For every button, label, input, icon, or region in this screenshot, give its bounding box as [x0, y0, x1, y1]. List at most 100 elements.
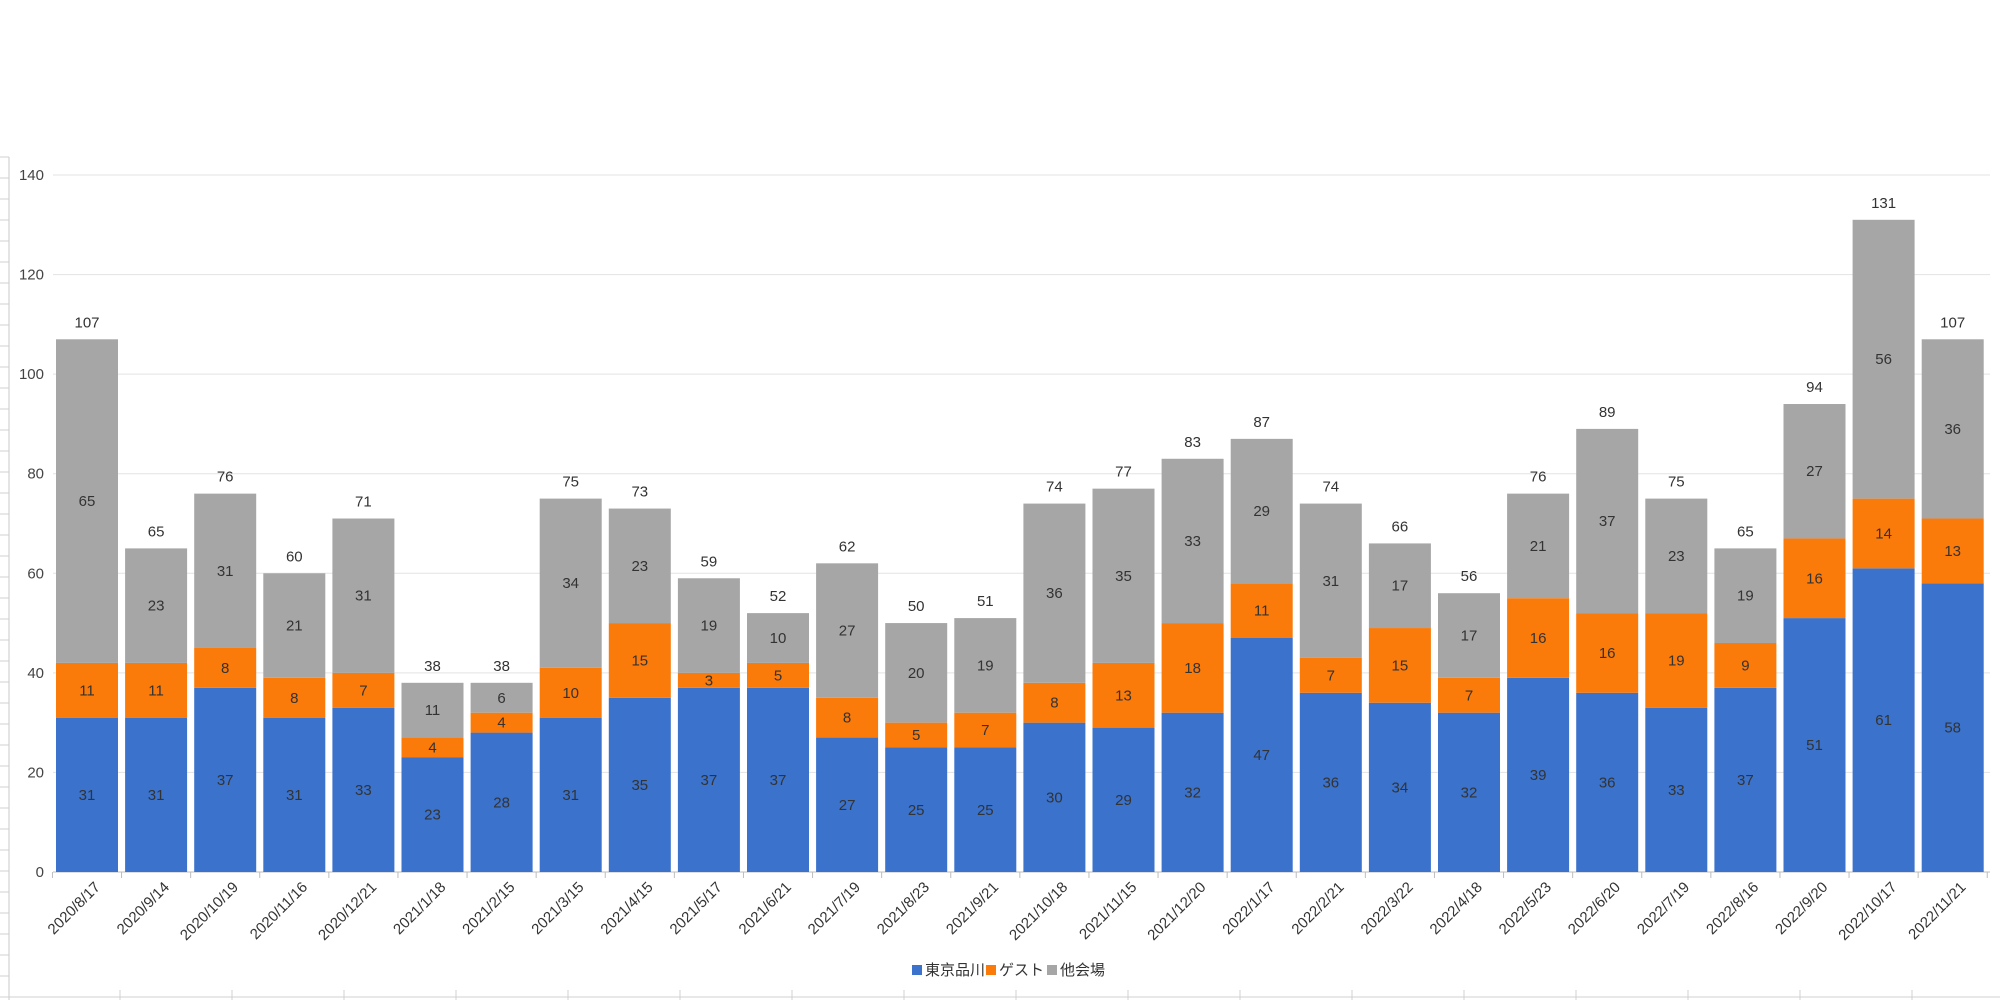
- segment-value-label: 18: [1184, 660, 1201, 677]
- total-value-label: 75: [1668, 474, 1685, 491]
- bar-segment-2: [1783, 538, 1846, 619]
- segment-value-label: 19: [1737, 588, 1754, 605]
- segment-value-label: 6: [497, 690, 505, 707]
- x-tick-label: 2021/9/21: [943, 879, 1002, 938]
- x-tick-label: 2022/7/19: [1634, 879, 1693, 938]
- bar-segment-1: [1645, 707, 1708, 872]
- segment-value-label: 29: [1115, 792, 1132, 809]
- bar-segment-2: [747, 662, 809, 688]
- segment-value-label: 34: [562, 575, 579, 592]
- segment-value-label: 21: [286, 618, 303, 635]
- x-tick-label: 2020/8/17: [45, 879, 104, 938]
- bar-segment-1: [1507, 677, 1570, 872]
- segment-value-label: 19: [701, 618, 718, 635]
- total-value-label: 65: [1737, 523, 1754, 540]
- segment-value-label: 10: [770, 630, 787, 647]
- segment-value-label: 36: [1599, 774, 1616, 791]
- segment-value-label: 7: [1327, 667, 1335, 684]
- total-value-label: 71: [355, 494, 372, 511]
- segment-value-label: 8: [290, 690, 298, 707]
- segment-value-label: 35: [631, 777, 648, 794]
- segment-value-label: 36: [1322, 774, 1339, 791]
- segment-value-label: 16: [1599, 645, 1616, 662]
- segment-value-label: 27: [839, 623, 856, 640]
- bar-segment-3: [1092, 488, 1155, 663]
- total-value-label: 38: [493, 658, 510, 675]
- total-value-label: 73: [631, 484, 648, 501]
- bar-segment-3: [1576, 428, 1639, 614]
- segment-value-label: 65: [79, 493, 96, 510]
- bar-segment-2: [1230, 583, 1293, 639]
- segment-value-label: 61: [1875, 712, 1892, 729]
- total-value-label: 66: [1392, 518, 1409, 535]
- x-tick-label: 2020/10/19: [177, 879, 242, 944]
- bar-segment-1: [1921, 583, 1984, 872]
- bar-segment-1: [677, 687, 740, 872]
- bar-segment-2: [1645, 613, 1708, 708]
- segment-value-label: 56: [1875, 351, 1892, 368]
- bar-segment-3: [1645, 498, 1708, 614]
- segment-value-label: 16: [1530, 630, 1547, 647]
- segment-value-label: 17: [1392, 578, 1409, 595]
- bar-segment-3: [608, 508, 671, 624]
- segment-value-label: 14: [1875, 525, 1892, 542]
- x-tick-label: 2021/2/15: [459, 879, 518, 938]
- x-tick-label: 2022/10/17: [1835, 879, 1900, 944]
- segment-value-label: 4: [428, 740, 436, 757]
- segment-value-label: 7: [359, 682, 367, 699]
- segment-value-label: 31: [562, 787, 579, 804]
- x-tick-label: 2021/11/15: [1076, 879, 1140, 943]
- y-tick-label: 20: [27, 764, 44, 781]
- legend-label: 東京品川: [925, 962, 985, 979]
- legend-swatch: [1047, 965, 1057, 975]
- bar-segment-2: [125, 662, 188, 718]
- segment-value-label: 33: [355, 782, 372, 799]
- bar-segment-2: [1921, 518, 1984, 584]
- bar-segment-3: [1368, 543, 1431, 629]
- segment-value-label: 47: [1253, 747, 1270, 764]
- bar-segment-3: [263, 573, 326, 678]
- total-value-label: 52: [770, 588, 787, 605]
- y-tick-label: 120: [19, 267, 44, 284]
- bar-segment-3: [1783, 404, 1846, 539]
- bar-segment-3: [816, 563, 879, 698]
- segment-value-label: 37: [1599, 513, 1616, 530]
- segment-value-label: 11: [79, 682, 95, 699]
- segment-value-label: 31: [79, 787, 96, 804]
- segment-value-label: 27: [1806, 463, 1823, 480]
- segment-value-label: 8: [221, 660, 229, 677]
- segment-value-label: 37: [1737, 772, 1754, 789]
- bar-segment-1: [332, 707, 395, 872]
- bar-segment-1: [1161, 712, 1224, 872]
- segment-value-label: 3: [705, 672, 713, 689]
- segment-value-label: 36: [1944, 421, 1961, 438]
- x-tick-label: 2021/4/15: [597, 879, 656, 938]
- segment-value-label: 31: [217, 563, 234, 580]
- bar-segment-2: [608, 623, 671, 698]
- total-value-label: 107: [1940, 314, 1965, 331]
- bar-segment-3: [1714, 548, 1777, 643]
- segment-value-label: 15: [631, 652, 648, 669]
- total-value-label: 74: [1046, 479, 1063, 496]
- segment-value-label: 8: [1050, 695, 1058, 712]
- segment-value-label: 51: [1806, 737, 1823, 754]
- total-value-label: 60: [286, 548, 303, 565]
- segment-value-label: 16: [1806, 570, 1823, 587]
- segment-value-label: 37: [770, 772, 787, 789]
- bar-segment-1: [747, 687, 809, 872]
- segment-value-label: 27: [839, 797, 856, 814]
- total-value-label: 77: [1115, 464, 1132, 481]
- bar-segment-2: [470, 712, 533, 733]
- bar-segment-2: [1092, 662, 1155, 728]
- y-tick-label: 80: [27, 466, 44, 483]
- segment-value-label: 5: [774, 667, 782, 684]
- segment-value-label: 23: [148, 598, 165, 615]
- segment-value-label: 31: [1322, 573, 1339, 590]
- bar-segment-1: [954, 747, 1017, 872]
- bar-segment-2: [401, 737, 464, 758]
- total-value-label: 76: [1530, 469, 1547, 486]
- x-tick-label: 2022/4/18: [1427, 879, 1486, 938]
- total-value-label: 65: [148, 523, 165, 540]
- bar-segment-3: [194, 493, 257, 648]
- bar-segment-1: [470, 732, 533, 872]
